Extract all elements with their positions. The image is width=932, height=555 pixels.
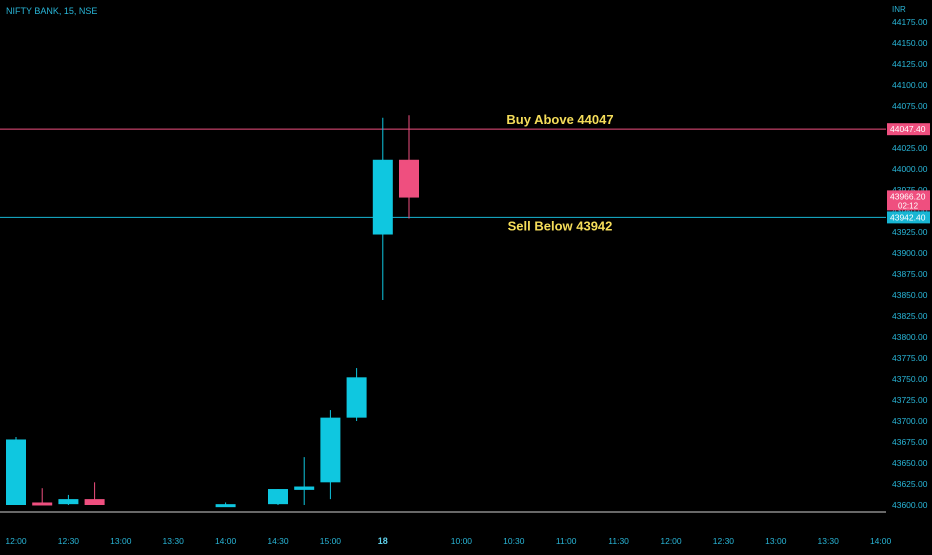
currency-label: INR <box>892 5 906 14</box>
price-tick-label: 43825.00 <box>892 311 928 321</box>
candle-body-9 <box>372 159 393 235</box>
price-tick-label: 43725.00 <box>892 395 928 405</box>
time-tick-label: 14:00 <box>215 536 237 546</box>
price-tick-label: 44075.00 <box>892 101 928 111</box>
candle-body-1 <box>32 502 53 506</box>
time-tick-label: 11:00 <box>556 536 577 546</box>
candle-body-7 <box>320 417 341 483</box>
candle-body-10 <box>399 159 419 198</box>
price-tick-label: 43700.00 <box>892 416 928 426</box>
price-tick-label: 43900.00 <box>892 248 928 258</box>
price-tick-label: 43675.00 <box>892 437 928 447</box>
time-tick-label: 18 <box>378 536 388 546</box>
price-tick-label: 43950.00 <box>892 206 928 216</box>
resistance-annotation: Buy Above 44047 <box>506 112 613 127</box>
support-price-label: 43942.40 <box>890 212 926 222</box>
candle-body-3 <box>84 499 105 505</box>
time-tick-label: 11:30 <box>608 536 629 546</box>
time-tick-label: 10:30 <box>503 536 525 546</box>
support-annotation: Sell Below 43942 <box>508 218 613 233</box>
price-tick-label: 43625.00 <box>892 479 928 489</box>
candle-body-5 <box>268 489 288 505</box>
price-tick-label: 44000.00 <box>892 164 928 174</box>
time-tick-label: 13:00 <box>110 536 132 546</box>
price-tick-label: 43650.00 <box>892 458 928 468</box>
price-tick-label: 43975.00 <box>892 185 928 195</box>
time-tick-label: 14:00 <box>870 536 892 546</box>
time-tick-label: 12:00 <box>5 536 27 546</box>
price-tick-label: 44025.00 <box>892 143 928 153</box>
price-tick-label: 43850.00 <box>892 290 928 300</box>
time-tick-label: 12:30 <box>713 536 735 546</box>
resistance-price-label: 44047.40 <box>890 124 926 134</box>
candle-body-8 <box>346 377 367 418</box>
price-tick-label: 44100.00 <box>892 80 928 90</box>
time-tick-label: 13:30 <box>163 536 185 546</box>
price-tick-label: 43775.00 <box>892 353 928 363</box>
time-tick-label: 15:00 <box>320 536 342 546</box>
candle-body-2 <box>58 499 79 505</box>
price-tick-label: 44175.00 <box>892 17 928 27</box>
price-tick-label: 43600.00 <box>892 500 928 510</box>
last-price-box <box>887 190 930 211</box>
price-tick-label: 43800.00 <box>892 332 928 342</box>
time-axis[interactable]: 12:00 12:30 13:00 13:30 14:00 14:30 15:00 18 10:… <box>5 536 891 546</box>
price-axis[interactable]: 43600.00 43625.00 43650.00 43675.00 43700.00… <box>892 17 928 510</box>
symbol-title: NIFTY BANK, 15, NSE <box>6 6 98 16</box>
countdown-label: 02:12 <box>898 201 919 210</box>
candles-layer <box>6 115 419 508</box>
price-tick-label: 43875.00 <box>892 269 928 279</box>
time-tick-label: 10:00 <box>451 536 473 546</box>
price-tick-label: 43925.00 <box>892 227 928 237</box>
candle-body-0 <box>6 439 26 505</box>
candle-body-4 <box>215 504 236 508</box>
price-lines-layer: Buy Above 44047 Sell Below 43942 <box>0 112 886 513</box>
last-price-label: 43966.20 <box>890 191 926 201</box>
price-tick-label: 44150.00 <box>892 38 928 48</box>
time-tick-label: 14:30 <box>267 536 289 546</box>
resistance-price-box <box>887 123 930 136</box>
support-price-box <box>887 211 930 224</box>
time-tick-label: 12:30 <box>58 536 80 546</box>
time-tick-label: 13:30 <box>818 536 840 546</box>
price-tick-label: 44125.00 <box>892 59 928 69</box>
time-tick-label: 13:00 <box>765 536 787 546</box>
price-tick-label: 43750.00 <box>892 374 928 384</box>
time-tick-label: 12:00 <box>660 536 682 546</box>
candle-body-6 <box>294 486 315 490</box>
